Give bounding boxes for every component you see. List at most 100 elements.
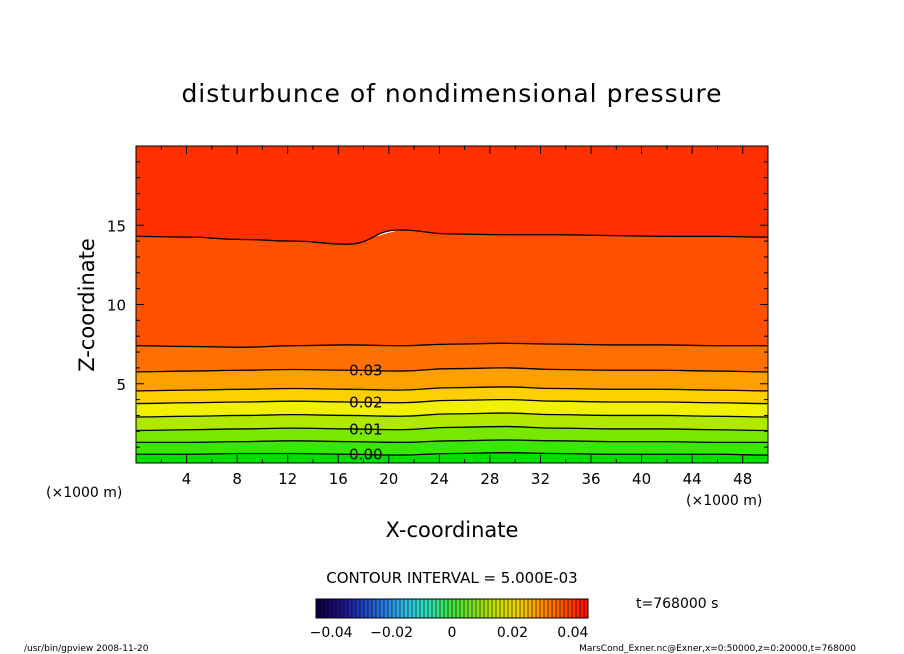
colorbar-cell [412,599,417,618]
contour-fill [136,146,768,463]
colorbar-cell [460,599,465,618]
colorbar-cell [348,599,353,618]
colorbar-frame [315,598,589,619]
x-tick-label: 28 [480,470,499,488]
colorbar-cell [456,599,461,618]
contour-line [136,229,768,245]
colorbar-cell [528,599,533,618]
colorbar-cell [324,599,329,618]
x-tick-label: 44 [683,470,702,488]
x-tick-label: 8 [232,470,242,488]
colorbar-cell [484,599,489,618]
x-tick-label: 12 [278,470,297,488]
footer-right: MarsCond_Exner.nc@Exner,x=0:50000,z=0:20… [579,644,856,654]
contour-band [136,367,768,391]
contour-line [136,386,768,392]
colorbar-cell [440,599,445,618]
colorbar-cell [356,599,361,618]
x-unit-right: (×1000 m) [686,493,762,509]
colorbar-cell [376,599,381,618]
colorbar-cell [380,599,385,618]
colorbar-cell [364,599,369,618]
contour-line [136,439,768,444]
colorbar-cell [504,599,509,618]
x-tick-label: 32 [531,470,550,488]
contour-band [136,399,768,418]
contour-label: 0.00 [349,446,382,464]
time-label: t=768000 s [636,596,718,612]
colorbar-cell [432,599,437,618]
x-axis: 4 8 12 16 20 24 28 32 36 40 44 48 [160,146,752,488]
contour-line [136,398,768,405]
colorbar-cell [384,599,389,618]
colorbar-cell [320,599,325,618]
colorbar-cell [448,599,453,618]
colorbar-cell [400,599,405,618]
x-tick-label: 4 [182,470,192,488]
y-axis: 5 10 15 [107,161,768,448]
colorbar-cell [328,599,333,618]
x-tick-label: 48 [733,470,752,488]
y-tick-label: 15 [107,217,126,235]
contour-band [136,230,768,348]
contour-band [136,452,768,463]
colorbar-cell [352,599,357,618]
colorbar-cell [580,599,585,618]
colorbar-cell [540,599,545,618]
colorbar-cell [392,599,397,618]
contour-band [136,146,768,245]
x-axis-label: X-coordinate [386,518,519,542]
colorbar-cell [500,599,505,618]
colorbar-cell [464,599,469,618]
colorbar-cell [548,599,553,618]
colorbar-cell [576,599,581,618]
colorbar-cell [396,599,401,618]
colorbar-cell [532,599,537,618]
x-unit-left: (×1000 m) [46,485,122,501]
colorbar-cell [572,599,577,618]
colorbar-cell [564,599,569,618]
contour-interval-text: CONTOUR INTERVAL = 5.000E-03 [326,569,577,587]
colorbar-cell [372,599,377,618]
colorbar-cell [468,599,473,618]
colorbar-tick-label: −0.04 [310,625,353,641]
colorbar-cell [536,599,541,618]
colorbar-cell [496,599,501,618]
x-tick-label: 16 [329,470,348,488]
y-axis-label: Z-coordinate [75,238,99,372]
x-tick-label: 36 [581,470,600,488]
colorbar-cell [404,599,409,618]
colorbar-cell [428,599,433,618]
chart-title: disturbunce of nondimensional pressure [181,79,722,108]
colorbar-cell [476,599,481,618]
colorbar-ticks: −0.04 −0.02 0 0.02 0.04 [310,625,589,641]
colorbar-cell [452,599,457,618]
contour-labels: 0.00 0.01 0.02 0.03 [349,362,382,464]
contour-band [136,426,768,443]
colorbar-cell [444,599,449,618]
x-tick-label: 20 [379,470,398,488]
colorbar-cell [436,599,441,618]
colorbar-cell [360,599,365,618]
colorbar-tick-label: 0.04 [557,625,588,641]
colorbar-tick-label: −0.02 [370,625,413,641]
colorbar-cell [480,599,485,618]
colorbar-cell [544,599,549,618]
colorbar-cell [492,599,497,618]
colorbar-cell [560,599,565,618]
x-tick-label: 40 [632,470,651,488]
contour-line [136,452,768,456]
x-tick-label: 24 [430,470,449,488]
colorbar-tick-label: 0 [448,625,457,641]
contour-line [136,342,768,348]
colorbar-cell [332,599,337,618]
colorbar-cell [568,599,573,618]
colorbar-cell [520,599,525,618]
colorbar-cell [488,599,493,618]
y-tick-label: 5 [116,376,126,394]
y-tick-label: 10 [107,297,126,315]
colorbar-cell [316,599,321,618]
colorbar-cell [512,599,517,618]
contour-band [136,413,768,431]
